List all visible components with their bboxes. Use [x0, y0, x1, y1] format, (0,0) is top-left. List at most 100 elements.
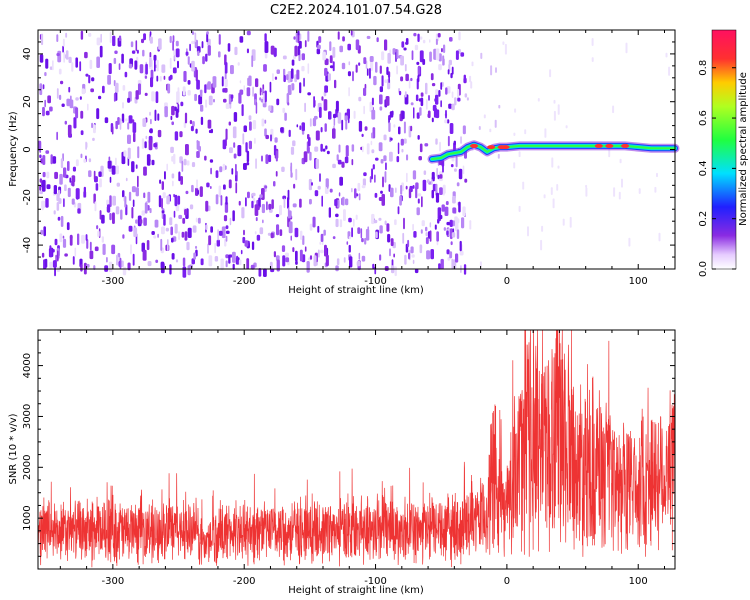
heatmap-cell — [153, 143, 158, 148]
heatmap-cell — [384, 171, 387, 183]
heatmap-cell — [445, 110, 447, 119]
heatmap-cell — [323, 99, 328, 111]
heatmap-cell — [404, 64, 407, 72]
heatmap-cell — [322, 51, 326, 61]
heatmap-cell — [170, 115, 173, 121]
heatmap-cell — [39, 83, 43, 96]
heatmap-cell — [264, 41, 269, 53]
heatmap-cell — [370, 59, 374, 71]
heatmap-cell — [411, 50, 414, 61]
heatmap-cell — [236, 255, 239, 264]
x-tick-label: 0 — [504, 276, 510, 287]
heatmap-cell — [63, 52, 65, 63]
heatmap-cell — [102, 243, 106, 255]
heatmap-cell — [191, 60, 195, 72]
heatmap-cell — [518, 205, 521, 212]
heatmap-cell — [286, 74, 289, 81]
heatmap-cell — [100, 33, 102, 43]
heatmap-cell — [73, 117, 77, 129]
heatmap-cell — [64, 184, 67, 192]
heatmap-cell — [341, 62, 346, 70]
heatmap-cell — [618, 191, 621, 200]
heatmap-cell — [198, 94, 203, 105]
heatmap-cell — [490, 65, 493, 76]
heatmap-cell — [462, 206, 466, 217]
heatmap-cell — [98, 95, 102, 100]
colorbar-label: Normalized spectral amplitude — [738, 72, 749, 226]
heatmap-cell — [185, 190, 189, 195]
heatmap-cell — [311, 182, 313, 186]
heatmap-cell — [291, 83, 295, 91]
heatmap-cell — [448, 103, 452, 109]
heatmap-cell — [417, 135, 420, 140]
heatmap-cell — [440, 100, 442, 108]
heatmap-cell — [282, 195, 287, 200]
heatmap-cell — [556, 184, 559, 191]
heatmap-cell — [191, 31, 195, 35]
heatmap-cell — [410, 125, 413, 132]
heatmap-cell — [205, 53, 208, 62]
heatmap-cell — [363, 172, 367, 177]
heatmap-cell — [439, 174, 443, 179]
heatmap-cell — [137, 146, 140, 159]
heatmap-cell — [379, 86, 383, 93]
heatmap-cell — [435, 138, 438, 145]
heatmap-cell — [246, 48, 249, 54]
heatmap-cell — [469, 75, 472, 83]
heatmap-cell — [156, 59, 159, 72]
heatmap-cell — [202, 56, 205, 65]
heatmap-cell — [111, 165, 116, 175]
heatmap-cell — [210, 167, 212, 175]
heatmap-cell — [383, 134, 387, 141]
heatmap-cell — [335, 218, 339, 228]
heatmap-cell — [206, 83, 209, 90]
heatmap-cell — [252, 192, 256, 197]
heatmap-cell — [320, 143, 323, 152]
heatmap-cell — [42, 84, 45, 90]
heatmap-cell — [304, 40, 307, 48]
heatmap-cell — [385, 162, 387, 171]
heatmap-cell — [332, 61, 335, 72]
heatmap-cell — [279, 205, 282, 216]
heatmap-cell — [136, 49, 139, 54]
heatmap-cell — [348, 236, 351, 240]
heatmap-cell — [456, 229, 460, 239]
heatmap-cell — [52, 60, 54, 71]
heatmap-cell — [271, 199, 274, 209]
heatmap-cell — [317, 185, 321, 190]
heatmap-cell — [40, 229, 44, 235]
heatmap-cell — [329, 55, 333, 64]
heatmap-cell — [142, 249, 147, 261]
heatmap-cell — [378, 142, 383, 152]
heatmap-cell — [451, 232, 456, 238]
heatmap-cell — [422, 39, 426, 44]
heatmap-cell — [425, 237, 429, 245]
heatmap-cell — [96, 108, 100, 120]
heatmap-cell — [425, 232, 428, 237]
heatmap-cell — [403, 47, 407, 51]
heatmap-cell — [348, 87, 350, 97]
heatmap-cell — [189, 204, 194, 210]
heatmap-cell — [205, 224, 208, 230]
heatmap-cell — [56, 202, 60, 211]
heatmap-cell — [108, 156, 111, 161]
heatmap-cell — [228, 179, 232, 189]
heatmap-cell — [130, 244, 132, 255]
heatmap-cell — [207, 119, 212, 129]
heatmap-cell — [195, 217, 198, 223]
heatmap-cell — [109, 31, 112, 43]
heatmap-cell — [417, 75, 420, 83]
heatmap-cell — [197, 50, 200, 56]
heatmap-cell — [113, 57, 117, 64]
heatmap-cell — [438, 64, 442, 71]
heatmap-cell — [169, 217, 173, 226]
y-tick-label: 1000 — [22, 505, 33, 530]
heatmap-cell — [282, 107, 286, 113]
x-tick-label: -100 — [364, 276, 387, 287]
heatmap-cell — [247, 191, 250, 199]
heatmap-cell — [191, 40, 195, 45]
heatmap-cell — [405, 185, 408, 190]
heatmap-cell — [423, 170, 427, 175]
heatmap-cell — [362, 145, 364, 153]
